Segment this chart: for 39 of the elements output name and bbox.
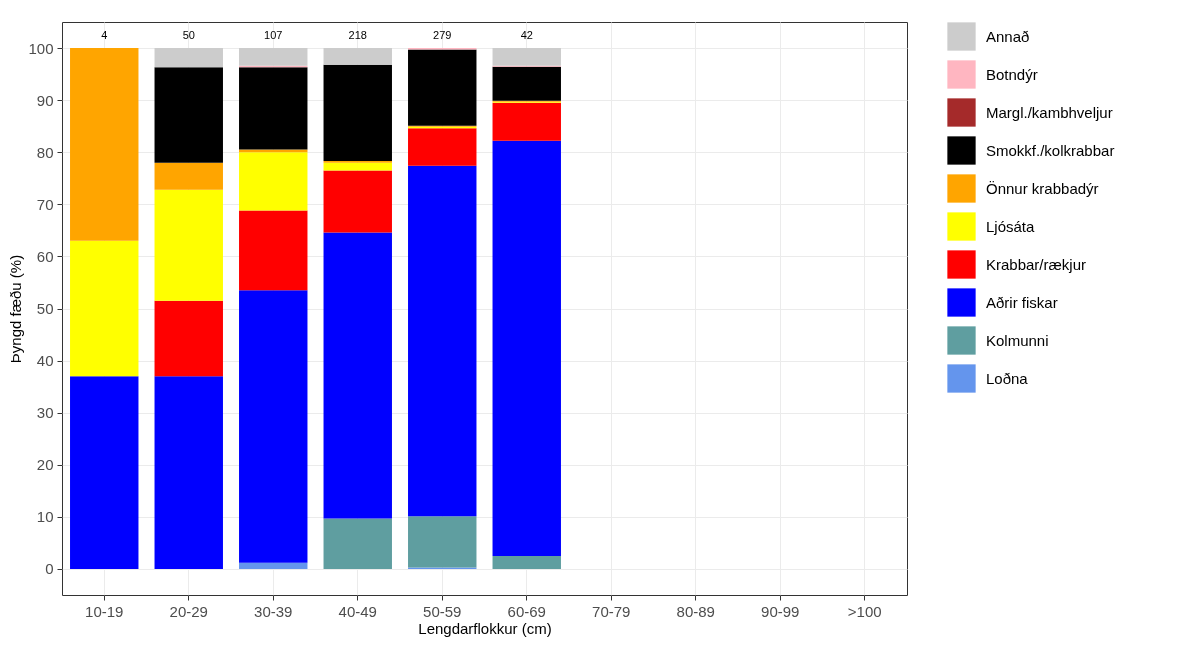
y-tick-label: 90 — [36, 91, 54, 109]
y-tick-label: 0 — [45, 560, 54, 578]
x-tick-label: 70-79 — [592, 602, 631, 620]
legend-label: Ljósáta — [986, 217, 1036, 235]
y-tick-label: 100 — [28, 39, 54, 57]
y-tick-label: 20 — [36, 456, 54, 474]
legend-label: Annað — [986, 27, 1030, 45]
legend-label: Botndýr — [986, 65, 1038, 83]
legend-label: Smokkf./kolkrabbar — [986, 141, 1115, 159]
legend-label: Margl./kambhveljur — [986, 103, 1113, 121]
x-tick-label: 30-39 — [254, 602, 293, 620]
legend-label: Krabbar/rækjur — [986, 255, 1087, 273]
annotation: 42 — [520, 29, 533, 41]
x-tick-label: 40-49 — [338, 602, 377, 620]
y-tick-label: 30 — [36, 404, 54, 422]
annotation: 50 — [182, 29, 195, 41]
legend-label: Aðrir fiskar — [986, 293, 1058, 311]
x-tick-label: >100 — [847, 602, 882, 620]
legend-label: Önnur krabbadýr — [986, 179, 1099, 197]
legend-label: Kolmunni — [986, 331, 1049, 349]
x-tick-label: 20-29 — [169, 602, 208, 620]
legend-label: Loðna — [986, 369, 1029, 387]
y-tick-label: 40 — [36, 352, 54, 370]
y-tick-label: 80 — [36, 143, 54, 161]
y-tick-label: 60 — [36, 247, 54, 265]
annotation: 218 — [348, 29, 367, 41]
x-tick-label: 10-19 — [85, 602, 124, 620]
annotation: 107 — [264, 29, 283, 41]
annotation: 279 — [433, 29, 452, 41]
y-axis-title: Þyngd fæðu (%) — [7, 254, 25, 364]
x-tick-label: 50-59 — [423, 602, 462, 620]
annotation: 4 — [101, 29, 108, 41]
x-axis-title: Lengdarflokkur (cm) — [418, 619, 552, 637]
x-tick-label: 80-89 — [676, 602, 715, 620]
x-tick-label: 60-69 — [507, 602, 546, 620]
y-tick-label: 70 — [36, 195, 54, 213]
x-tick-label: 90-99 — [761, 602, 800, 620]
y-tick-label: 50 — [36, 300, 54, 317]
y-tick-label: 10 — [36, 508, 54, 526]
